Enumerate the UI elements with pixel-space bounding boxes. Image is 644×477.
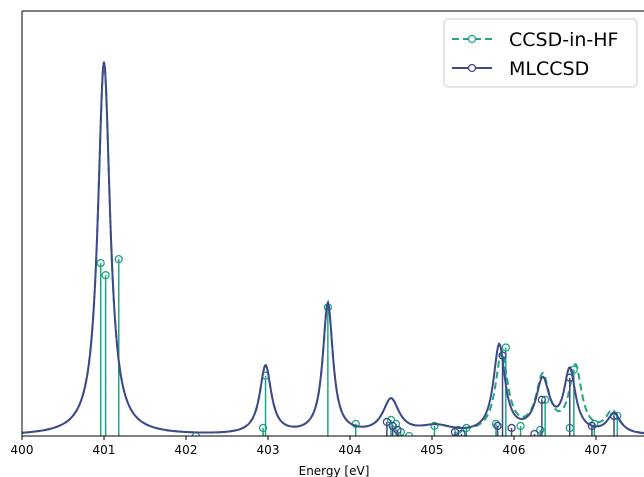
x-tick-label: 406	[503, 443, 526, 457]
plot-area	[22, 61, 644, 436]
axes	[21, 10, 644, 437]
stick-marker	[430, 421, 439, 431]
legend-box	[443, 18, 638, 88]
stick-marker	[536, 425, 545, 435]
stick-marker	[590, 419, 599, 429]
stick-marker	[493, 421, 502, 431]
stick-marker	[393, 425, 402, 435]
stick-marker	[457, 429, 466, 436]
legend-marker	[467, 34, 477, 44]
stick-marker	[382, 417, 392, 427]
stick-marker	[501, 343, 510, 352]
stick-marker	[101, 271, 110, 280]
x-tick-label: 400	[11, 443, 34, 457]
stick-marker	[404, 431, 414, 436]
stick-marker	[516, 421, 525, 431]
legend-marker	[467, 63, 477, 73]
stick-marker	[96, 258, 105, 268]
stick-marker	[258, 423, 268, 433]
spectrum-line	[22, 61, 644, 434]
legend-entry: CCSD-in-HF	[509, 29, 618, 51]
series-ccsd-in-hf	[22, 61, 644, 436]
x-tick-label: 405	[421, 443, 444, 457]
stick-marker	[507, 423, 516, 433]
x-tick-label: 403	[257, 443, 280, 457]
stick-marker	[530, 429, 539, 436]
x-ticks: 400 401 402 403 404 405 406 407	[11, 436, 608, 457]
spectrum-line	[22, 61, 644, 435]
stick-marker	[114, 254, 123, 264]
stick-marker	[491, 419, 501, 429]
series-mlccsd	[22, 61, 644, 436]
legend: CCSD-in-HF MLCCSD	[443, 18, 638, 88]
x-axis-label: Energy [eV]	[299, 464, 370, 477]
legend-entry: MLCCSD	[509, 58, 589, 80]
stick-marker	[388, 421, 397, 431]
stick-marker	[537, 395, 547, 404]
x-tick-label: 404	[339, 443, 362, 457]
x-tick-label: 401	[93, 443, 116, 457]
x-tick-label: 402	[175, 443, 198, 457]
x-tick-label: 407	[585, 443, 608, 457]
